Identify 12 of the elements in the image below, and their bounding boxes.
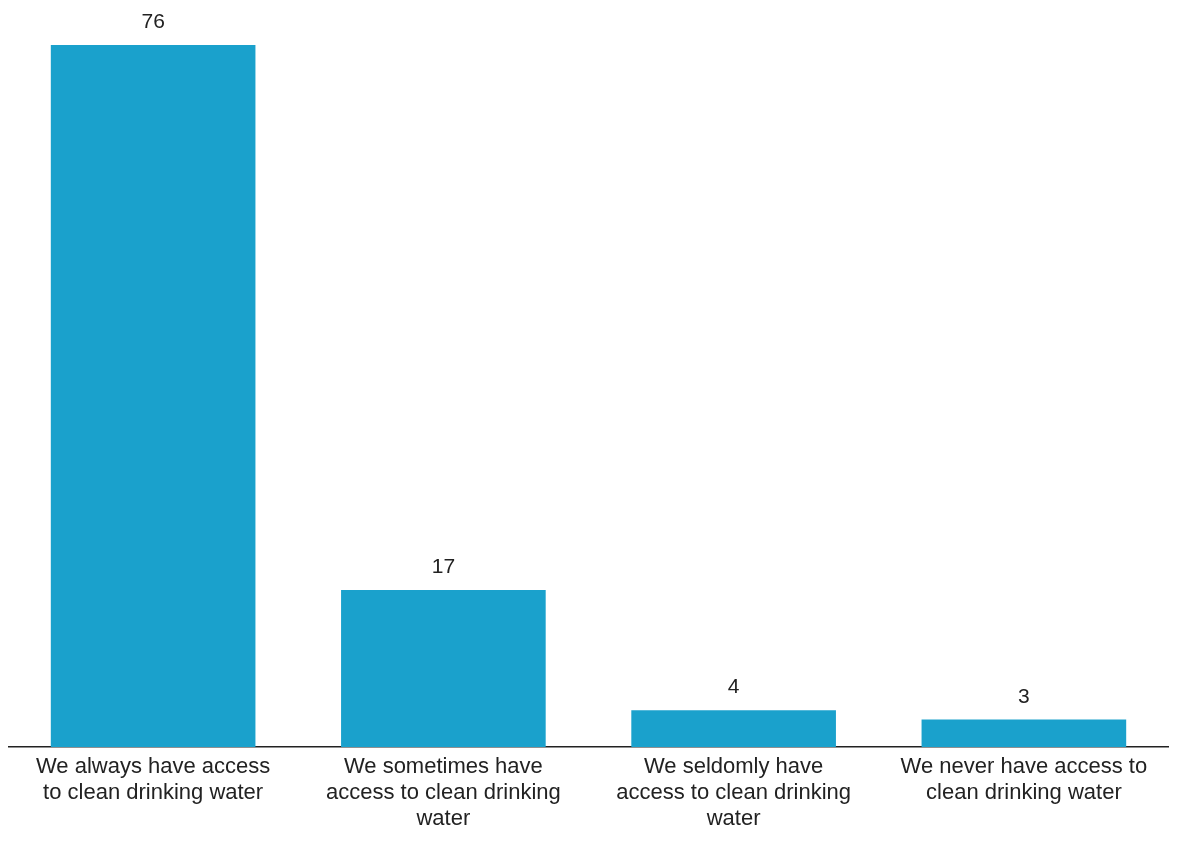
data-label: 17 bbox=[431, 554, 456, 578]
data-label: 76 bbox=[141, 9, 165, 33]
x-tick-label: We seldomly have access to clean drinking water bbox=[616, 753, 852, 831]
data-label: 3 bbox=[1018, 683, 1030, 707]
bar bbox=[341, 590, 546, 748]
x-tick-label: We sometimes have access to clean drinking water bbox=[325, 753, 561, 831]
bar bbox=[50, 44, 256, 748]
bar bbox=[631, 710, 836, 748]
data-label: 4 bbox=[727, 674, 740, 698]
bar bbox=[921, 719, 1127, 748]
x-tick-label: We always have access to clean drinking water bbox=[35, 753, 271, 805]
x-tick-label: We never have access to clean drinking water bbox=[900, 753, 1148, 805]
